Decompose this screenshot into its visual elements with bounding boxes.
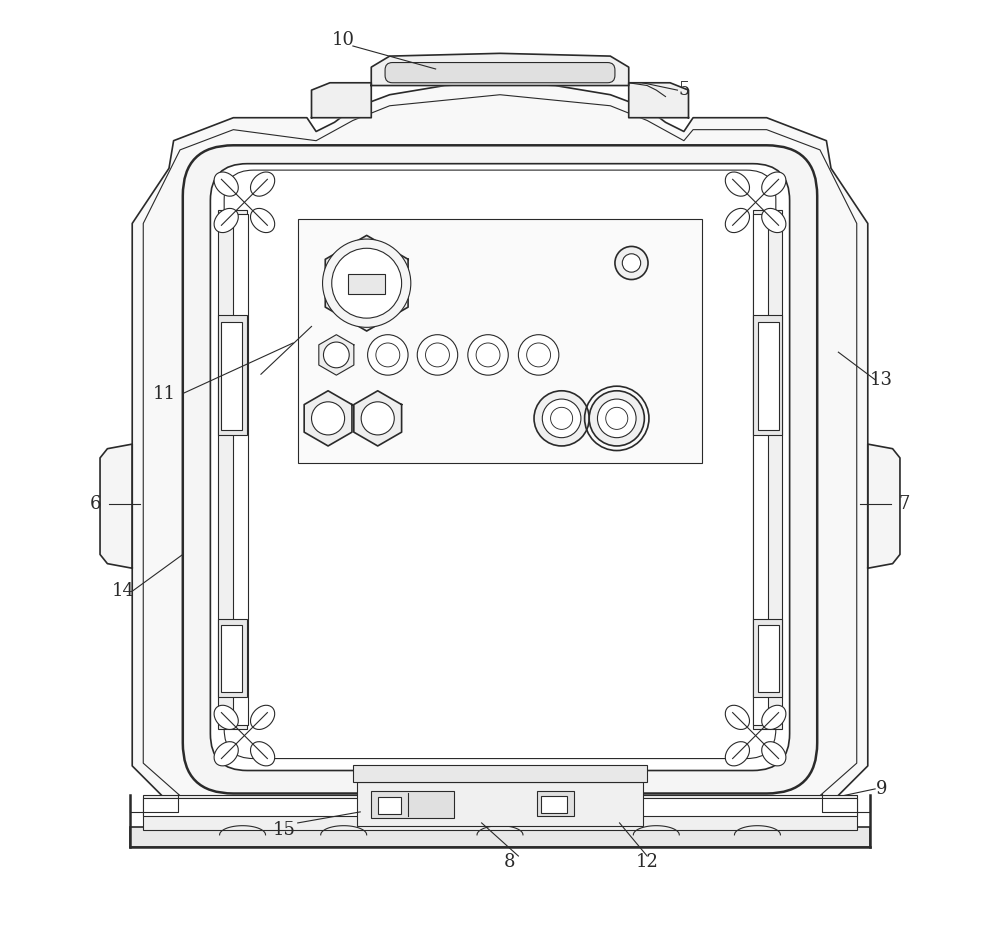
Circle shape xyxy=(476,343,500,367)
Text: 11: 11 xyxy=(153,385,176,402)
Polygon shape xyxy=(132,82,868,808)
FancyBboxPatch shape xyxy=(385,63,615,82)
Circle shape xyxy=(622,253,641,272)
Circle shape xyxy=(518,335,559,376)
Ellipse shape xyxy=(251,742,275,766)
Polygon shape xyxy=(100,444,132,568)
Bar xyxy=(753,619,782,697)
Bar xyxy=(218,619,247,697)
Circle shape xyxy=(527,343,551,367)
FancyBboxPatch shape xyxy=(224,170,776,758)
Bar xyxy=(753,315,782,435)
Bar xyxy=(143,796,857,831)
Polygon shape xyxy=(319,335,354,376)
Text: 14: 14 xyxy=(112,582,134,600)
Text: 13: 13 xyxy=(870,371,893,388)
Bar xyxy=(541,796,567,813)
Ellipse shape xyxy=(725,208,749,232)
Ellipse shape xyxy=(762,705,786,730)
Bar xyxy=(371,791,454,819)
Text: 12: 12 xyxy=(636,854,659,871)
Polygon shape xyxy=(868,444,900,568)
Bar xyxy=(758,625,779,692)
Circle shape xyxy=(551,407,573,429)
Ellipse shape xyxy=(251,705,275,730)
Bar xyxy=(298,219,702,462)
Circle shape xyxy=(312,401,345,435)
Text: 9: 9 xyxy=(876,780,887,798)
Bar xyxy=(143,798,857,817)
Ellipse shape xyxy=(214,705,238,730)
Circle shape xyxy=(361,401,394,435)
Circle shape xyxy=(468,335,508,376)
Circle shape xyxy=(417,335,458,376)
Circle shape xyxy=(323,239,411,327)
Text: 5: 5 xyxy=(678,81,690,99)
Circle shape xyxy=(332,248,402,318)
Ellipse shape xyxy=(725,705,749,730)
Circle shape xyxy=(542,399,581,438)
Text: 10: 10 xyxy=(332,31,355,48)
Ellipse shape xyxy=(214,208,238,232)
Bar xyxy=(758,322,779,430)
Bar xyxy=(221,322,242,430)
Circle shape xyxy=(615,246,648,279)
Ellipse shape xyxy=(251,208,275,232)
Ellipse shape xyxy=(725,172,749,196)
Bar xyxy=(348,274,385,294)
FancyBboxPatch shape xyxy=(210,164,790,771)
FancyBboxPatch shape xyxy=(183,145,817,794)
Bar xyxy=(130,827,870,846)
Circle shape xyxy=(323,342,349,368)
Polygon shape xyxy=(629,82,688,117)
Bar xyxy=(221,625,242,692)
Polygon shape xyxy=(371,54,629,85)
Bar xyxy=(233,215,248,724)
Circle shape xyxy=(597,399,636,438)
Circle shape xyxy=(534,390,589,446)
Polygon shape xyxy=(312,82,371,117)
Bar xyxy=(378,797,401,814)
Text: 8: 8 xyxy=(503,854,515,871)
Bar xyxy=(753,215,768,724)
Polygon shape xyxy=(304,390,352,446)
Ellipse shape xyxy=(251,172,275,196)
Circle shape xyxy=(589,390,644,446)
Text: 6: 6 xyxy=(90,495,101,512)
Text: 15: 15 xyxy=(272,821,295,839)
Ellipse shape xyxy=(762,208,786,232)
Text: 7: 7 xyxy=(899,495,910,512)
Bar xyxy=(353,765,647,782)
Bar xyxy=(218,210,247,729)
Bar xyxy=(218,315,247,435)
Ellipse shape xyxy=(725,742,749,766)
Ellipse shape xyxy=(214,742,238,766)
Circle shape xyxy=(376,343,400,367)
Circle shape xyxy=(426,343,449,367)
Bar xyxy=(537,791,574,817)
Ellipse shape xyxy=(762,172,786,196)
Polygon shape xyxy=(354,390,402,446)
Circle shape xyxy=(606,407,628,429)
Bar xyxy=(753,210,782,729)
Bar xyxy=(357,782,643,826)
Ellipse shape xyxy=(762,742,786,766)
Ellipse shape xyxy=(214,172,238,196)
Circle shape xyxy=(368,335,408,376)
Polygon shape xyxy=(325,235,408,331)
